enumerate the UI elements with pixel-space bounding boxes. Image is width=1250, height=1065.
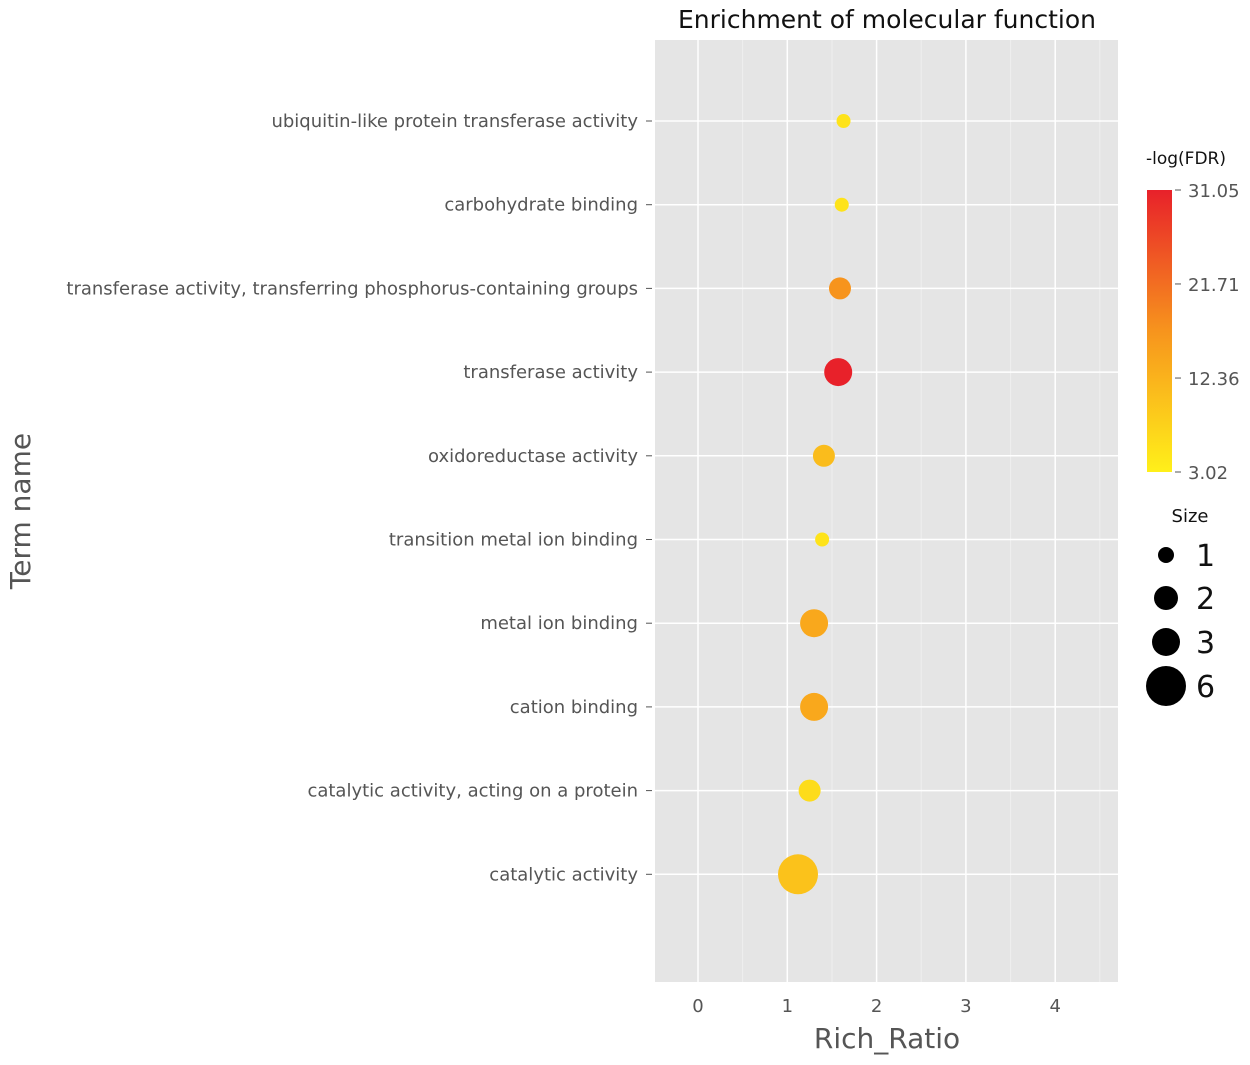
y-tick-label: transferase activity, transferring phosp… [66,278,638,299]
colorbar [1147,190,1172,472]
chart-title: Enrichment of molecular function [678,5,1096,34]
x-tick-label: 0 [692,996,703,1017]
y-axis-label: Term name [4,433,37,590]
data-point [800,692,829,721]
size-legend-label: 1 [1196,539,1215,574]
size-legend-title: Size [1172,506,1209,527]
data-point [798,779,821,802]
data-point [824,358,853,387]
y-tick-label: cation binding [510,697,638,718]
data-point [812,444,835,467]
data-point [778,854,819,895]
y-tick-label: ubiquitin-like protein transferase activ… [271,111,638,132]
y-tick-label: metal ion binding [480,613,638,634]
colorbar-tick-label: 3.02 [1188,463,1228,484]
colorbar-tick-label: 12.36 [1188,369,1240,390]
colorbar-tick-label: 31.05 [1188,181,1240,202]
color-legend-title: -log(FDR) [1146,149,1226,169]
y-tick-label: oxidoreductase activity [428,446,638,467]
size-legend-marker [1158,547,1174,563]
size-legend-label: 6 [1196,670,1215,705]
y-tick-label: catalytic activity, acting on a protein [307,781,638,802]
data-point [815,532,830,547]
colorbar-tick-label: 21.71 [1188,275,1240,296]
data-point [836,114,851,128]
y-tick-label: carbohydrate binding [444,195,638,216]
y-tick-label: catalytic activity [489,864,638,885]
size-legend-marker [1152,628,1180,656]
y-tick-label: transition metal ion binding [389,530,638,551]
size-legend-label: 3 [1196,626,1215,661]
x-axis-label: Rich_Ratio [814,1022,960,1055]
plot-background [655,40,1118,982]
x-tick-label: 1 [782,996,793,1017]
data-point [834,197,849,212]
x-tick-label: 4 [1049,996,1060,1017]
data-point [828,277,851,300]
y-tick-label: transferase activity [463,362,638,383]
x-tick-label: 2 [871,996,882,1017]
data-point [800,609,829,638]
size-legend-label: 2 [1196,582,1215,617]
size-legend-marker [1154,586,1178,610]
size-legend-marker [1146,666,1186,706]
x-tick-label: 3 [960,996,971,1017]
